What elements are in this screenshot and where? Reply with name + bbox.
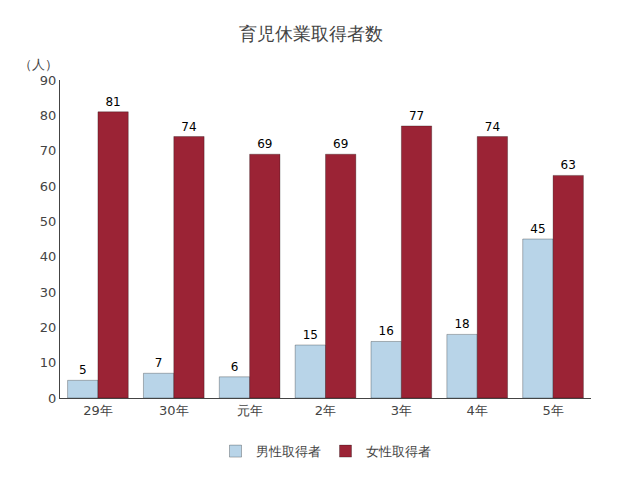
svg-text:69: 69 [257, 137, 272, 151]
svg-text:63: 63 [561, 158, 576, 172]
svg-text:29年: 29年 [83, 403, 113, 418]
svg-text:7: 7 [155, 356, 163, 370]
svg-text:69: 69 [333, 137, 348, 151]
svg-text:元年: 元年 [237, 403, 263, 418]
svg-text:18: 18 [454, 317, 469, 331]
svg-text:3年: 3年 [391, 403, 412, 418]
svg-text:女性取得者: 女性取得者 [366, 444, 431, 459]
svg-text:70: 70 [40, 143, 57, 158]
svg-text:（人）: （人） [19, 57, 58, 72]
svg-text:2年: 2年 [315, 403, 336, 418]
svg-text:40: 40 [40, 249, 57, 264]
svg-text:30年: 30年 [159, 403, 189, 418]
svg-text:80: 80 [40, 108, 57, 123]
svg-text:6: 6 [231, 360, 239, 374]
svg-text:81: 81 [105, 95, 120, 109]
svg-text:20: 20 [40, 320, 57, 335]
svg-text:育児休業取得者数: 育児休業取得者数 [239, 23, 383, 44]
svg-text:74: 74 [485, 120, 500, 134]
svg-text:74: 74 [181, 120, 196, 134]
svg-text:45: 45 [530, 222, 545, 236]
svg-text:16: 16 [379, 324, 394, 338]
svg-text:15: 15 [303, 328, 318, 342]
svg-text:30: 30 [40, 285, 57, 300]
svg-text:10: 10 [40, 355, 57, 370]
svg-text:60: 60 [40, 179, 57, 194]
svg-text:50: 50 [40, 214, 57, 229]
svg-text:4年: 4年 [467, 403, 488, 418]
svg-text:5: 5 [79, 363, 87, 377]
svg-text:男性取得者: 男性取得者 [256, 444, 321, 459]
svg-text:90: 90 [40, 73, 57, 88]
svg-text:5年: 5年 [542, 403, 563, 418]
svg-text:77: 77 [409, 109, 424, 123]
svg-text:0: 0 [48, 391, 56, 406]
